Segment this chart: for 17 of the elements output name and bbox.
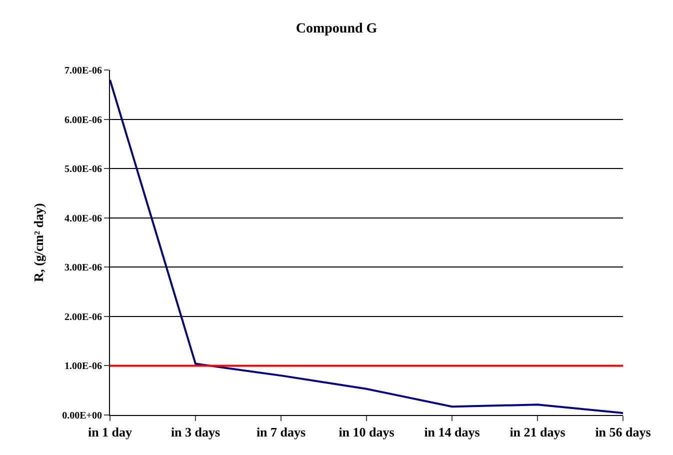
y-axis-title: R, (g/cm² day) bbox=[31, 203, 46, 282]
x-tick-label: in 10 days bbox=[338, 424, 394, 440]
x-tick-label: in 1 day bbox=[88, 424, 133, 440]
y-tick-label: 7.00E-06 bbox=[64, 66, 102, 76]
y-tick-label: 4.00E-06 bbox=[64, 213, 102, 224]
chart-title: Compound G bbox=[296, 22, 378, 37]
x-tick-label: in 21 days bbox=[510, 424, 566, 440]
x-tick-label: in 14 days bbox=[424, 424, 480, 440]
x-tick-label: in 56 days bbox=[595, 424, 651, 440]
y-tick-label: 3.00E-06 bbox=[64, 262, 102, 274]
y-tick-label: 6.00E-06 bbox=[64, 114, 102, 126]
y-tick-label: 2.00E-06 bbox=[64, 312, 102, 323]
y-tick-label: 0.00E+00 bbox=[62, 410, 102, 422]
x-tick-label: in 3 days bbox=[170, 424, 220, 440]
y-tick-label: 5.00E-06 bbox=[64, 164, 102, 176]
y-tick-label: 1.00E-06 bbox=[64, 361, 102, 372]
x-tick-label: in 7 days bbox=[256, 424, 306, 440]
